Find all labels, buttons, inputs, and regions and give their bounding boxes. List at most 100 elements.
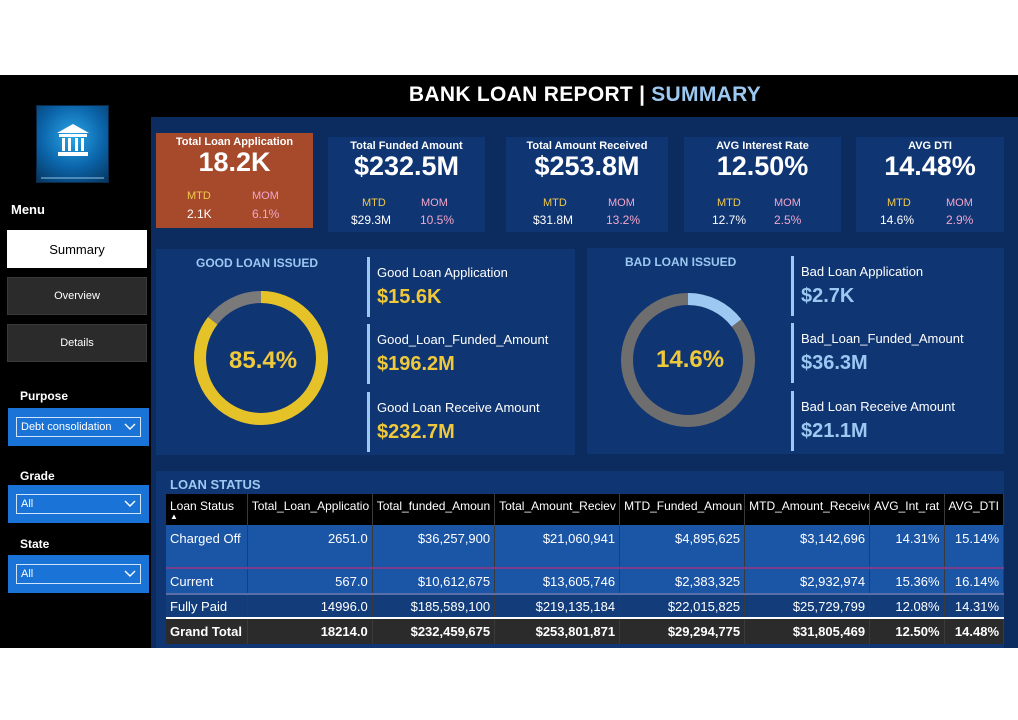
kpi-mtd-value: 2.1K [187,207,212,221]
kpi-title: AVG Interest Rate [716,140,809,152]
nav-summary-button[interactable]: Summary [7,230,147,268]
state-dropdown-value: All [21,568,34,580]
bad-loan-received-metric: Bad Loan Receive Amount $21.1M [791,391,955,451]
bad-loan-donut [621,293,755,427]
kpi-value: $253.8M [534,151,640,181]
table-row[interactable]: Charged Off 2651.0 $36,257,900 $21,060,9… [166,525,1005,568]
kpi-mtd-label: MTD [362,197,386,209]
bad-loan-percent: 14.6% [656,346,725,373]
grade-dropdown[interactable]: All [16,494,141,514]
kpi-mtd-label: MTD [887,197,911,209]
kpi-card-avg-interest-rate: AVG Interest Rate 12.50% MTD MOM 12.7% 2… [684,137,841,232]
table-cell: Current [166,567,248,594]
table-cell: $2,383,325 [619,567,746,594]
chevron-down-icon [124,423,136,430]
metric-label: Bad Loan Receive Amount [801,399,955,414]
bank-icon [57,124,89,156]
state-filter: All [8,555,149,593]
loan-status-table: Loan Status ▲ Total_Loan_Applicatio Total… [166,494,1005,644]
table-cell: $21,060,941 [494,525,621,568]
column-header[interactable]: MTD_Amount_Receive [744,494,871,525]
column-header[interactable]: MTD_Funded_Amoun [619,494,746,525]
kpi-card-total-amount-received: Total Amount Received $253.8M MTD MOM $3… [506,137,668,232]
page-title: BANK LOAN REPORT | SUMMARY [152,75,1018,115]
table-total-row: Grand Total 18214.0 $232,459,675 $253,80… [166,617,1005,644]
kpi-mom-label: MOM [252,190,279,202]
kpi-mom-label: MOM [946,197,973,209]
table-cell: $185,589,100 [372,593,496,618]
table-cell: 14.48% [944,617,1005,644]
kpi-value: $232.5M [353,151,460,181]
bad-loan-donut-arc [621,293,755,427]
metric-label: Bad Loan Application [801,264,924,279]
table-cell: $232,459,675 [372,617,496,644]
loan-status-panel: LOAN STATUS Loan Status ▲ Total_Loan_Appl… [156,471,1005,648]
kpi-mtd-label: MTD [187,190,211,202]
table-cell: Grand Total [166,617,248,644]
bank-logo [36,105,109,183]
column-header[interactable]: Total_Amount_Reciev [494,494,621,525]
table-cell: 18214.0 [247,617,373,644]
kpi-title: Total Loan Application [175,136,294,148]
table-row[interactable]: Fully Paid 14996.0 $185,589,100 $219,135… [166,593,1005,618]
purpose-dropdown-value: Debt consolidation [21,421,112,433]
table-cell: $3,142,696 [744,525,871,568]
column-header[interactable]: AVG_DTI [944,494,1005,525]
good-loan-donut [194,291,328,425]
bad-loan-title: BAD LOAN ISSUED [625,255,737,269]
report-subtitle: SUMMARY [651,83,762,106]
table-cell: Charged Off [166,525,248,568]
good-loan-percent: 85.4% [229,347,298,374]
kpi-mtd-label: MTD [717,197,741,209]
purpose-dropdown[interactable]: Debt consolidation [16,417,141,437]
table-cell: 15.36% [869,567,945,594]
purpose-filter-label: Purpose [20,389,69,403]
column-header[interactable]: Total_Loan_Applicatio [247,494,373,525]
kpi-mtd-label: MTD [543,197,567,209]
kpi-mtd-value: $31.8M [533,213,574,227]
state-dropdown[interactable]: All [16,564,141,584]
metric-label: Good Loan Receive Amount [377,400,540,415]
column-header[interactable]: AVG_Int_rat [869,494,945,525]
table-cell: 12.50% [869,617,945,644]
metric-value: $15.6K [377,286,442,308]
metric-value: $232.7M [377,421,455,443]
good-loan-application-metric: Good Loan Application $15.6K [367,257,508,317]
dashboard: Menu Summary Overview Details Purpose De… [0,75,1018,648]
kpi-card-avg-dti: AVG DTI 14.48% MTD MOM 14.6% 2.9% [856,137,1004,232]
column-header[interactable]: Loan Status ▲ [166,494,248,525]
metric-label: Bad_Loan_Funded_Amount [801,331,964,346]
kpi-mom-value: 6.1% [252,207,280,221]
kpi-mtd-value: 14.6% [880,213,915,227]
good-loan-title: GOOD LOAN ISSUED [196,256,319,270]
loan-status-title: LOAN STATUS [170,477,261,492]
table-cell: 16.14% [944,567,1005,594]
table-row[interactable]: Current 567.0 $10,612,675 $13,605,746 $2… [166,567,1005,594]
chevron-down-icon [124,500,136,507]
kpi-mom-value: 13.2% [606,213,641,227]
nav-details-button[interactable]: Details [7,324,147,362]
table-cell: $253,801,871 [494,617,621,644]
kpi-value: 14.48% [884,151,976,181]
table-cell: $219,135,184 [494,593,621,618]
column-header[interactable]: Total_funded_Amoun [372,494,496,525]
table-cell: 2651.0 [247,525,373,568]
sidebar: Menu Summary Overview Details Purpose De… [0,75,152,648]
good-loan-panel: GOOD LOAN ISSUED 85.4% Good Loan Applica… [156,249,575,455]
kpi-title: Total Amount Received [526,140,648,152]
good-loan-received-metric: Good Loan Receive Amount $232.7M [367,392,540,452]
metric-value: $36.3M [801,352,868,374]
table-cell: $13,605,746 [494,567,621,594]
menu-label: Menu [11,202,45,217]
nav-overview-button[interactable]: Overview [7,277,147,315]
good-loan-funded-metric: Good_Loan_Funded_Amount $196.2M [367,324,548,384]
table-cell: $2,932,974 [744,567,871,594]
kpi-mom-value: 2.9% [946,213,974,227]
kpi-mom-label: MOM [421,197,448,209]
main-panel: Total Loan Application 18.2K MTD MOM 2.1… [151,117,1018,648]
grade-filter-label: Grade [20,469,55,483]
kpi-card-total-loan-application: Total Loan Application 18.2K MTD MOM 2.1… [156,133,313,228]
metric-value: $196.2M [377,353,455,375]
table-cell: $10,612,675 [372,567,496,594]
kpi-mtd-value: 12.7% [712,213,747,227]
